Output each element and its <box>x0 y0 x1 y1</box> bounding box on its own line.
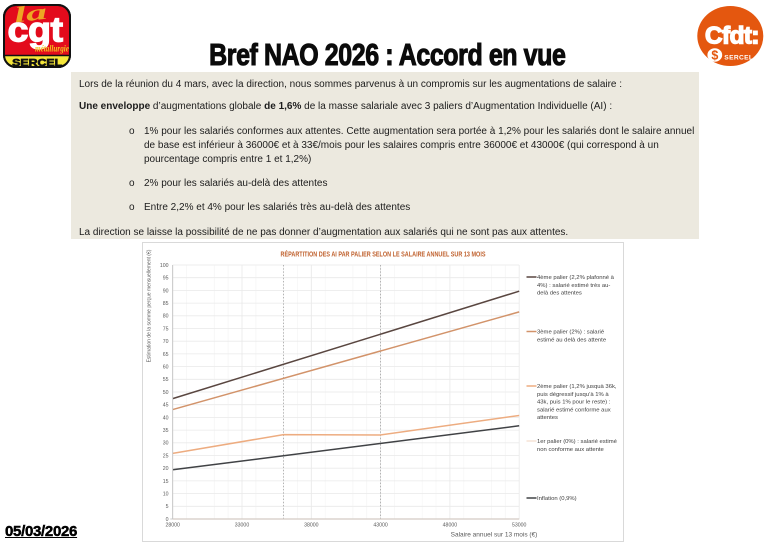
svg-text:delà des attentes: delà des attentes <box>537 291 582 297</box>
svg-text:80: 80 <box>163 314 169 320</box>
svg-text:30: 30 <box>163 441 169 447</box>
svg-text:$: $ <box>711 49 718 63</box>
svg-text:33000: 33000 <box>235 523 250 529</box>
svg-text:Cfdt:: Cfdt: <box>705 23 759 50</box>
svg-text:65: 65 <box>163 352 169 358</box>
svg-text:43k, puis 1% pour le reste) :: 43k, puis 1% pour le reste) : <box>537 400 611 406</box>
svg-text:SERCEL: SERCEL <box>12 57 63 68</box>
svg-text:53000: 53000 <box>512 523 527 529</box>
svg-text:puis dégressif jusqu’à 1% à: puis dégressif jusqu’à 1% à <box>537 392 609 398</box>
svg-text:45: 45 <box>163 403 169 409</box>
svg-text:25: 25 <box>163 453 169 459</box>
svg-text:40: 40 <box>163 415 169 421</box>
svg-text:70: 70 <box>163 339 169 345</box>
svg-text:55: 55 <box>163 377 169 383</box>
svg-text:43000: 43000 <box>373 523 388 529</box>
svg-text:35: 35 <box>163 428 169 434</box>
svg-text:Salaire annuel sur 13 mois (€): Salaire annuel sur 13 mois (€) <box>451 532 538 539</box>
svg-text:Estimation de la somme perçue: Estimation de la somme perçue mensuellem… <box>147 249 153 362</box>
svg-text:2ème palier (1,2% jusquà 36k,: 2ème palier (1,2% jusquà 36k, <box>537 384 617 390</box>
svg-text:attentes: attentes <box>537 415 558 421</box>
svg-text:0: 0 <box>166 517 169 523</box>
svg-text:non conforme aux attente: non conforme aux attente <box>537 447 605 453</box>
svg-text:salarié estimé conforme aux: salarié estimé conforme aux <box>537 407 611 413</box>
svg-text:estimé au delà des attente: estimé au delà des attente <box>537 337 607 343</box>
svg-text:5: 5 <box>166 504 169 510</box>
svg-text:20: 20 <box>163 466 169 472</box>
svg-text:3ème palier (2%) : salarié: 3ème palier (2%) : salarié <box>537 330 605 336</box>
svg-text:métallurgie: métallurgie <box>35 45 70 55</box>
svg-text:38000: 38000 <box>304 523 319 529</box>
svg-text:90: 90 <box>163 288 169 294</box>
svg-text:75: 75 <box>163 326 169 332</box>
svg-text:15: 15 <box>163 479 169 485</box>
svg-text:4ème palier (2,2% plafonné à: 4ème palier (2,2% plafonné à <box>537 275 615 281</box>
svg-text:1er palier (0%) : salarié esti: 1er palier (0%) : salarié estimé <box>537 439 618 445</box>
svg-text:la: la <box>13 4 49 27</box>
svg-text:RÉPARTITION DES AI PAR PALIER: RÉPARTITION DES AI PAR PALIER SELON LE S… <box>281 250 486 259</box>
svg-text:48000: 48000 <box>443 523 458 529</box>
svg-text:60: 60 <box>163 365 169 371</box>
svg-text:100: 100 <box>160 263 169 269</box>
svg-text:Inflation (0,9%): Inflation (0,9%) <box>537 496 577 502</box>
svg-text:cgt: cgt <box>8 10 64 49</box>
svg-text:28000: 28000 <box>165 523 180 529</box>
svg-text:85: 85 <box>163 301 169 307</box>
svg-text:50: 50 <box>163 390 169 396</box>
svg-text:95: 95 <box>163 276 169 282</box>
svg-text:4%) : salarié estimé très au-: 4%) : salarié estimé très au- <box>537 283 610 289</box>
svg-text:10: 10 <box>163 492 169 498</box>
svg-text:SERCEL: SERCEL <box>724 56 753 62</box>
